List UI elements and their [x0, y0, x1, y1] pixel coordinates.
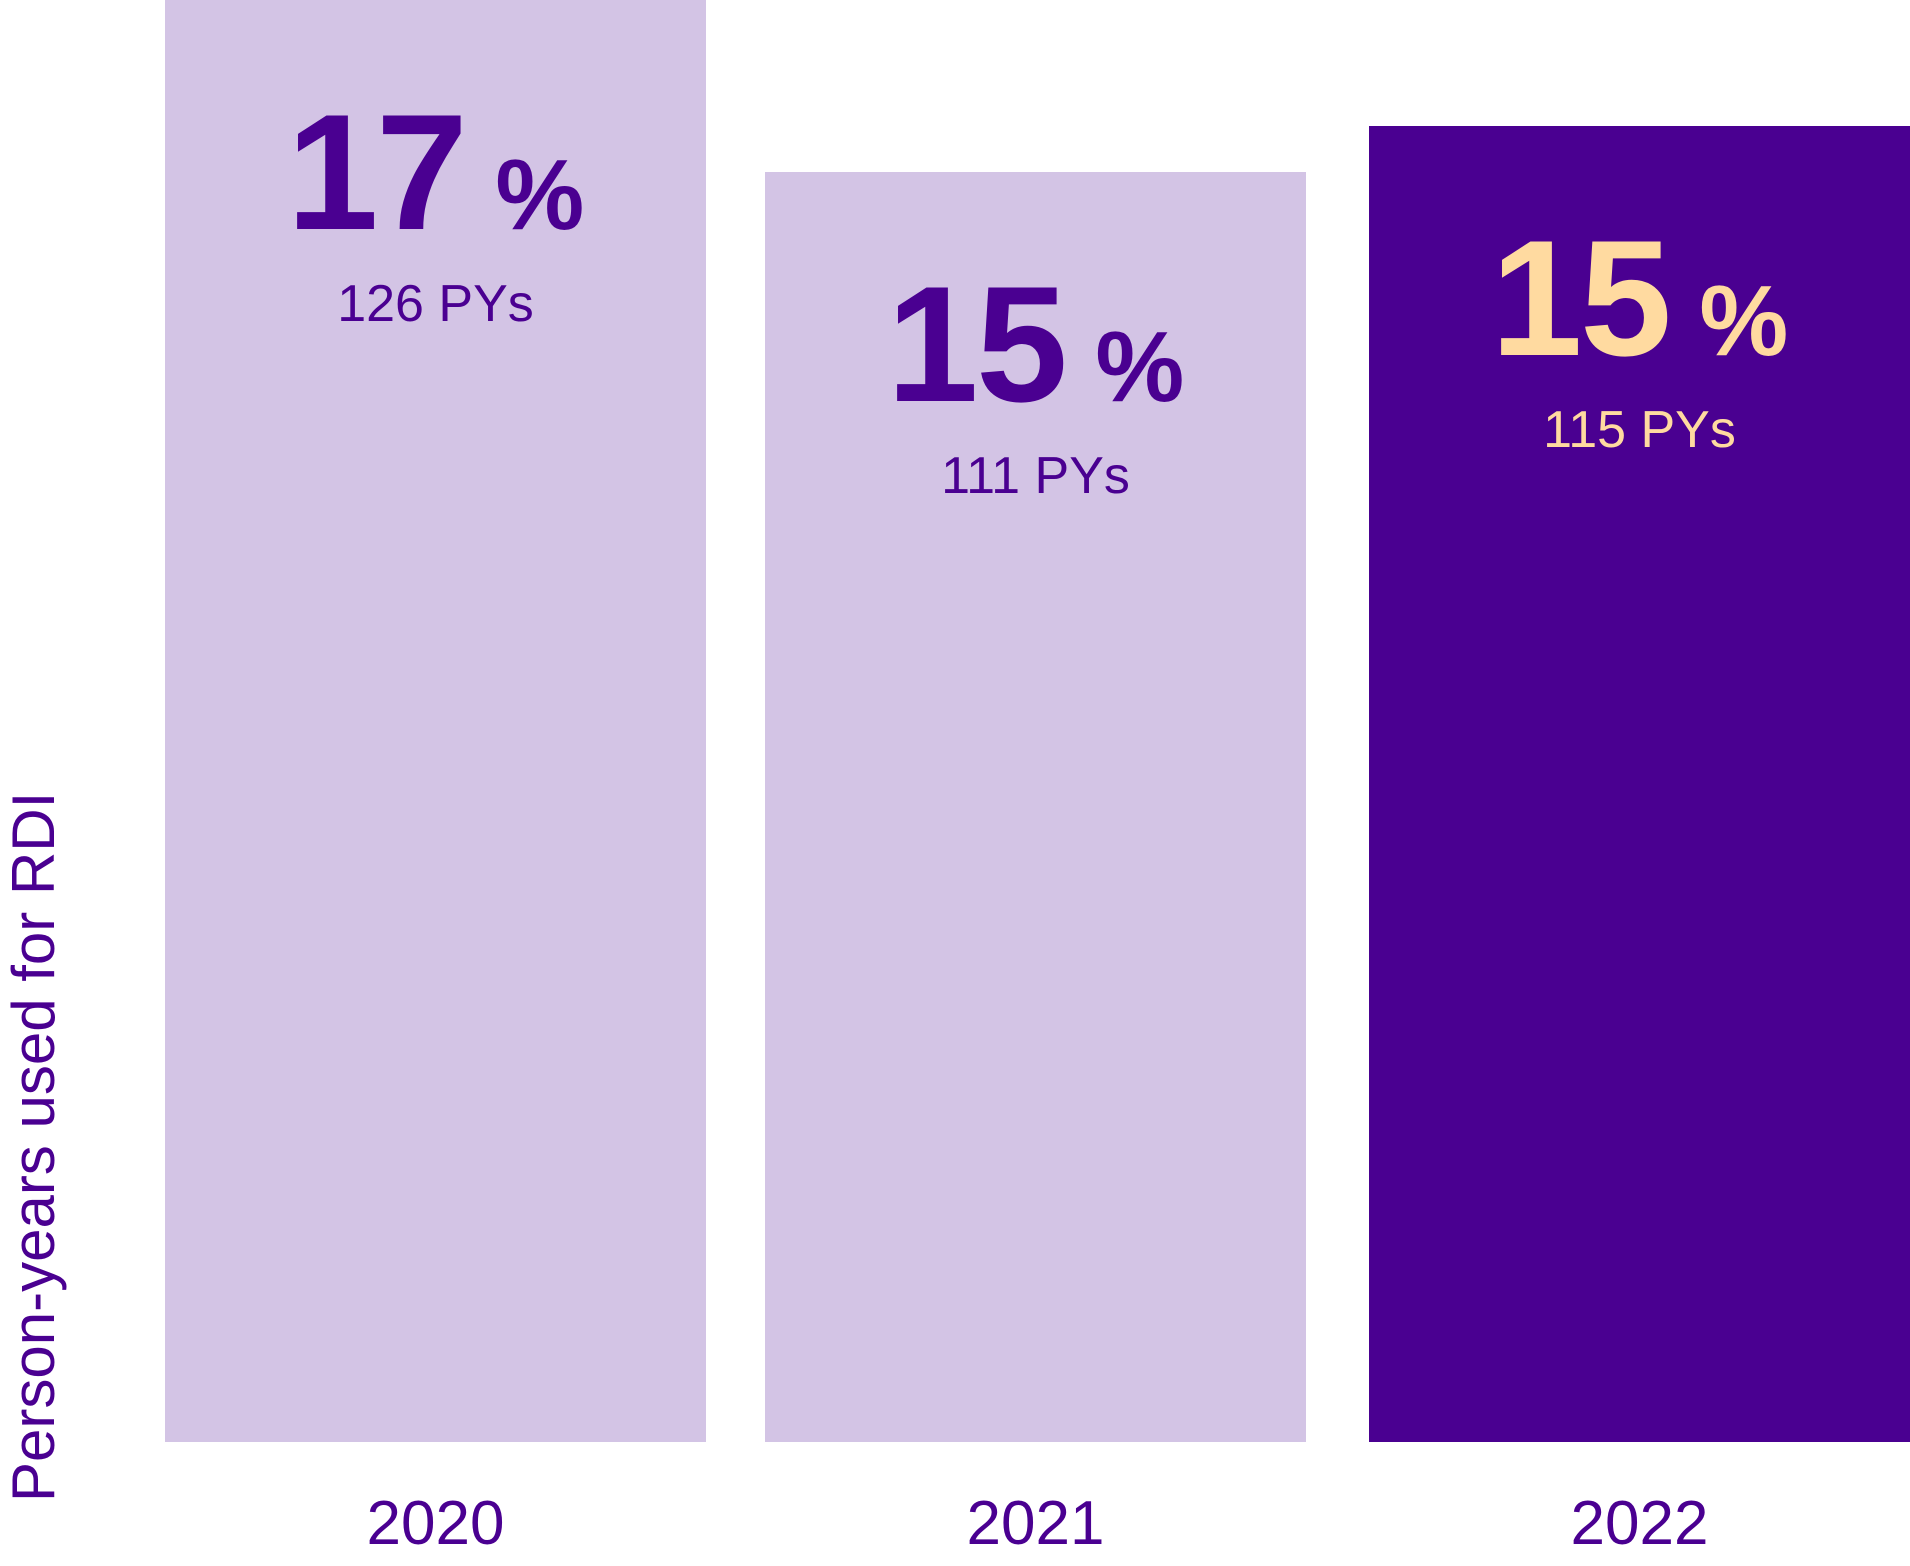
- bar-2021-percent-sign: %: [1095, 311, 1185, 423]
- bar-2022-percent-row: 15 %: [1491, 216, 1789, 381]
- x-tick-2020: 2020: [366, 1489, 505, 1558]
- bar-2021-percent-value: 15: [886, 252, 1068, 436]
- bar-2021-percent-row: 15 %: [887, 262, 1185, 427]
- bar-2021-labels: 15 % 111 PYs: [765, 172, 1306, 505]
- bar-2020-pys-label: 126 PYs: [337, 275, 534, 333]
- x-tick-2021: 2021: [966, 1489, 1105, 1558]
- bar-2020-labels: 17 % 126 PYs: [165, 0, 706, 333]
- bar-2022: 15 % 115 PYs: [1369, 126, 1910, 1442]
- bar-2020-percent-sign: %: [495, 139, 585, 251]
- bar-2022-pys-label: 115 PYs: [1543, 401, 1736, 459]
- bar-2020-percent-value: 17: [286, 80, 468, 264]
- bar-2022-percent-sign: %: [1699, 265, 1789, 377]
- bar-2020: 17 % 126 PYs: [165, 0, 706, 1442]
- bar-2021: 15 % 111 PYs: [765, 172, 1306, 1442]
- y-axis-label: Person-years used for RDI: [0, 791, 67, 1502]
- bar-2022-labels: 15 % 115 PYs: [1369, 126, 1910, 459]
- x-tick-2022: 2022: [1570, 1489, 1709, 1558]
- bar-2021-pys-label: 111 PYs: [941, 447, 1130, 505]
- bar-2020-percent-row: 17 %: [287, 90, 585, 255]
- bar-2022-percent-value: 15: [1490, 206, 1672, 390]
